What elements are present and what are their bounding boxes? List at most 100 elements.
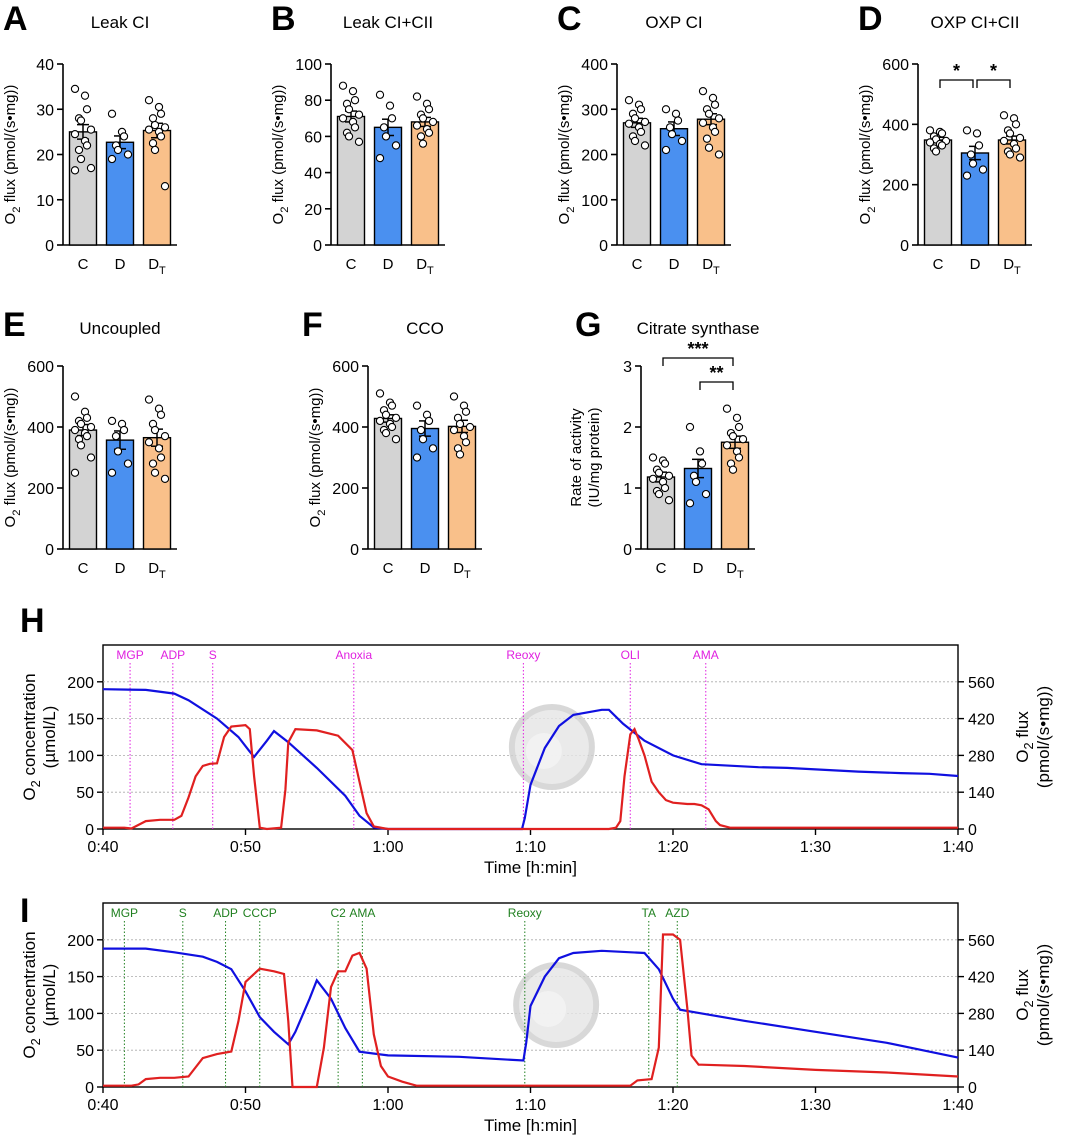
data-point xyxy=(648,453,658,462)
data-point xyxy=(673,116,683,125)
significance-label: * xyxy=(990,61,997,81)
y-left-label-2: (µmol/L) xyxy=(40,706,59,769)
o2-flux-series xyxy=(103,933,959,1089)
data-point xyxy=(661,145,671,155)
y-left-tick-label: 150 xyxy=(67,712,94,729)
data-point xyxy=(113,447,123,456)
data-point xyxy=(708,93,718,103)
y-right-tick-label: 280 xyxy=(968,1006,995,1023)
y-right-tick-label: 0 xyxy=(968,1080,977,1097)
panel-title: Citrate synthase xyxy=(637,319,760,338)
data-point xyxy=(1015,153,1025,162)
x-tick-label: C xyxy=(656,560,667,577)
event-marker-label: Reoxy xyxy=(506,648,540,662)
y-tick-label: 3 xyxy=(623,359,632,376)
y-axis-label: O2 flux (pmol/(s•mg)) xyxy=(857,85,878,225)
data-point xyxy=(354,137,364,146)
y-tick-label: 600 xyxy=(27,359,54,376)
data-point xyxy=(160,474,170,483)
y-left-tick-label: 200 xyxy=(67,675,94,692)
data-point xyxy=(648,474,658,483)
data-point xyxy=(695,447,705,456)
data-point xyxy=(375,90,385,99)
data-point xyxy=(74,145,84,155)
y-tick-label: 600 xyxy=(882,57,909,74)
bar-c xyxy=(68,429,98,550)
data-point xyxy=(691,477,701,487)
data-point xyxy=(1005,150,1015,159)
data-point xyxy=(449,392,459,401)
data-point xyxy=(144,125,154,134)
panel-letter: E xyxy=(3,306,26,344)
data-point xyxy=(428,117,438,127)
y-axis-label: O2 flux (pmol/(s•mg)) xyxy=(556,85,577,225)
x-tick-label: 1:40 xyxy=(942,1097,973,1114)
data-point xyxy=(113,145,123,155)
x-axis-label: Time [h:min] xyxy=(484,1116,577,1135)
data-point xyxy=(640,117,650,127)
y-right-label-2: (pmol/(s•mg)) xyxy=(1034,944,1053,1046)
data-point xyxy=(381,410,391,419)
data-point xyxy=(685,499,695,508)
y-tick-label: 0 xyxy=(313,238,322,255)
data-point xyxy=(664,496,674,505)
data-point xyxy=(154,444,164,453)
data-point xyxy=(82,413,92,422)
y-tick-label: 0 xyxy=(900,238,909,255)
data-point xyxy=(424,128,434,137)
y-right-tick-label: 420 xyxy=(968,712,995,729)
data-point xyxy=(685,422,695,432)
y-tick-label: 100 xyxy=(295,57,322,74)
panel-letter: D xyxy=(858,0,883,38)
data-point xyxy=(391,141,401,150)
x-tick-label: DT xyxy=(453,560,471,581)
x-tick-label: 1:20 xyxy=(657,1097,688,1114)
data-point xyxy=(82,431,92,441)
panel-letter: H xyxy=(20,602,45,640)
event-marker-label: ADP xyxy=(213,906,238,920)
y-tick-label: 2 xyxy=(623,420,632,437)
data-point xyxy=(999,136,1009,146)
panel-g: G Citrate synthase 0 1 2 3 Rate of activity (IU… xyxy=(568,306,759,581)
significance-label: *** xyxy=(687,339,708,359)
data-point xyxy=(76,441,86,450)
data-point xyxy=(418,139,428,148)
y-left-tick-label: 50 xyxy=(76,1043,94,1060)
data-point xyxy=(107,154,117,164)
data-point xyxy=(150,425,160,435)
panel-title: Uncoupled xyxy=(79,319,160,338)
x-tick-label: D xyxy=(693,560,704,577)
data-point xyxy=(156,410,166,419)
data-point xyxy=(144,395,154,404)
data-point xyxy=(375,153,385,163)
x-tick-label: DT xyxy=(1003,256,1021,277)
data-point xyxy=(107,109,117,118)
data-point xyxy=(76,154,86,164)
data-point xyxy=(119,425,129,435)
data-point xyxy=(412,92,422,101)
data-point xyxy=(160,431,170,441)
event-marker-label: MGP xyxy=(111,906,138,920)
data-point xyxy=(156,109,166,118)
y-left-tick-label: 0 xyxy=(85,822,94,839)
data-point xyxy=(381,132,391,141)
y-tick-label: 10 xyxy=(36,193,54,210)
data-point xyxy=(999,111,1009,120)
significance-bracket xyxy=(699,381,734,390)
panel-title: Leak CI xyxy=(91,13,150,32)
y-left-label-2: (µmol/L) xyxy=(40,964,59,1027)
y-right-tick-label: 420 xyxy=(968,970,995,987)
data-point xyxy=(416,425,426,435)
data-point xyxy=(701,489,711,499)
data-point xyxy=(667,129,677,139)
data-point xyxy=(150,145,160,155)
data-point xyxy=(119,132,129,141)
y-tick-label: 0 xyxy=(45,542,54,559)
data-point xyxy=(391,413,401,422)
data-point xyxy=(76,116,86,125)
x-tick-label: D xyxy=(970,256,981,273)
y-tick-label: 0 xyxy=(45,238,54,255)
data-point xyxy=(107,468,117,477)
data-point xyxy=(665,123,675,132)
